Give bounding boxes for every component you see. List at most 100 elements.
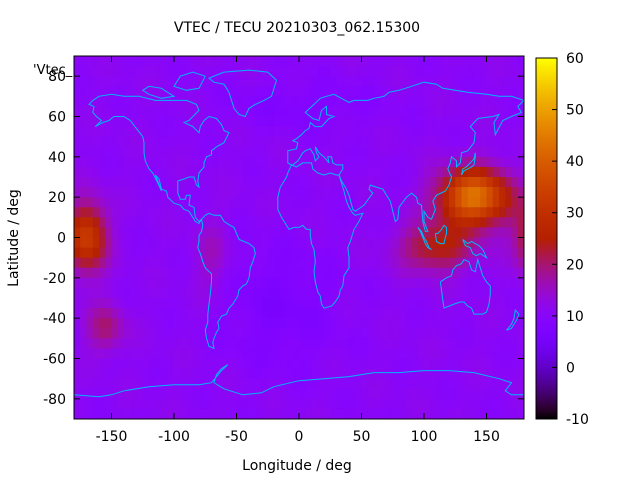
heatmap-cell	[330, 96, 338, 108]
heatmap-cell	[411, 338, 419, 350]
heatmap-cell	[324, 76, 331, 87]
heatmap-cell	[267, 106, 275, 118]
heatmap-cell	[180, 66, 188, 77]
heatmap-cell	[511, 106, 519, 118]
heatmap-cell	[267, 348, 275, 360]
heatmap-cell	[124, 187, 131, 198]
heatmap-cell	[405, 227, 413, 239]
heatmap-cell	[392, 358, 400, 370]
heatmap-cell	[180, 308, 188, 319]
heatmap-cell	[355, 187, 363, 198]
heatmap-cell	[480, 156, 488, 168]
heatmap-cell	[374, 298, 381, 309]
heatmap-cell	[92, 177, 100, 188]
heatmap-cell	[436, 227, 444, 239]
heatmap-cell	[211, 146, 219, 158]
heatmap-cell	[224, 368, 231, 380]
heatmap-cell	[455, 106, 463, 118]
heatmap-cell	[330, 207, 338, 218]
heatmap-cell	[392, 277, 400, 289]
heatmap-cell	[299, 237, 306, 249]
heatmap-cell	[299, 408, 306, 419]
heatmap-cell	[505, 166, 513, 178]
heatmap-cell	[155, 66, 163, 77]
heatmap-cell	[424, 187, 431, 198]
heatmap-cell	[386, 328, 394, 339]
heatmap-cell	[399, 257, 406, 269]
heatmap-cell	[361, 76, 369, 87]
heatmap-cell	[161, 76, 169, 87]
heatmap-cell	[374, 156, 381, 168]
heatmap-cell	[255, 328, 263, 339]
heatmap-cell	[74, 257, 81, 269]
heatmap-cell	[117, 116, 125, 128]
heatmap-cell	[86, 177, 94, 188]
heatmap-cell	[317, 56, 325, 67]
heatmap-cell	[149, 86, 156, 97]
heatmap-cell	[449, 257, 456, 269]
heatmap-cell	[336, 368, 344, 380]
heatmap-cell	[174, 227, 181, 239]
heatmap-cell	[192, 106, 200, 118]
heatmap-cell	[392, 76, 400, 87]
heatmap-cell	[336, 116, 344, 128]
heatmap-cell	[361, 66, 369, 77]
heatmap-cell	[86, 308, 94, 319]
heatmap-cell	[392, 338, 400, 350]
heatmap-cell	[192, 76, 200, 87]
heatmap-cell	[305, 328, 313, 339]
heatmap-cell	[517, 56, 524, 67]
heatmap-cell	[361, 247, 369, 259]
heatmap-cell	[449, 76, 456, 87]
heatmap-cell	[211, 96, 219, 108]
heatmap-cell	[142, 378, 150, 390]
heatmap-cell	[149, 358, 156, 370]
heatmap-cell	[361, 96, 369, 108]
heatmap-cell	[286, 116, 294, 128]
heatmap-cell	[199, 66, 206, 77]
heatmap-cell	[236, 156, 244, 168]
heatmap-cell	[492, 166, 500, 178]
heatmap-cell	[205, 207, 213, 218]
heatmap-cell	[105, 187, 113, 198]
heatmap-cell	[311, 328, 319, 339]
heatmap-cell	[174, 368, 181, 380]
heatmap-cell	[292, 227, 300, 239]
heatmap-cell	[261, 197, 269, 208]
heatmap-cell	[324, 378, 331, 390]
heatmap-cell	[374, 267, 381, 279]
heatmap-cell	[492, 106, 500, 118]
heatmap-cell	[80, 156, 88, 168]
heatmap-cell	[155, 86, 163, 97]
heatmap-cell	[486, 378, 494, 390]
heatmap-cell	[230, 277, 238, 289]
heatmap-cell	[392, 56, 400, 67]
heatmap-cell	[174, 247, 181, 259]
heatmap-cell	[111, 136, 119, 148]
heatmap-cell	[442, 368, 450, 380]
heatmap-cell	[455, 227, 463, 239]
heatmap-cell	[342, 146, 350, 158]
heatmap-cell	[155, 136, 163, 148]
heatmap-cell	[505, 398, 513, 410]
heatmap-cell	[86, 247, 94, 259]
heatmap-cell	[267, 267, 275, 279]
heatmap-cell	[242, 247, 250, 259]
heatmap-cell	[317, 388, 325, 400]
heatmap-cell	[174, 287, 181, 299]
heatmap-cell	[80, 136, 88, 148]
heatmap-cell	[180, 408, 188, 419]
heatmap-cell	[274, 66, 281, 77]
heatmap-cell	[236, 187, 244, 198]
heatmap-cell	[167, 146, 175, 158]
heatmap-cell	[274, 106, 281, 118]
heatmap-cell	[305, 388, 313, 400]
heatmap-cell	[299, 217, 306, 229]
heatmap-cell	[342, 177, 350, 188]
heatmap-cell	[330, 156, 338, 168]
heatmap-cell	[205, 86, 213, 97]
heatmap-cell	[299, 398, 306, 410]
heatmap-cell	[186, 298, 194, 309]
heatmap-cell	[261, 308, 269, 319]
heatmap-cell	[230, 398, 238, 410]
